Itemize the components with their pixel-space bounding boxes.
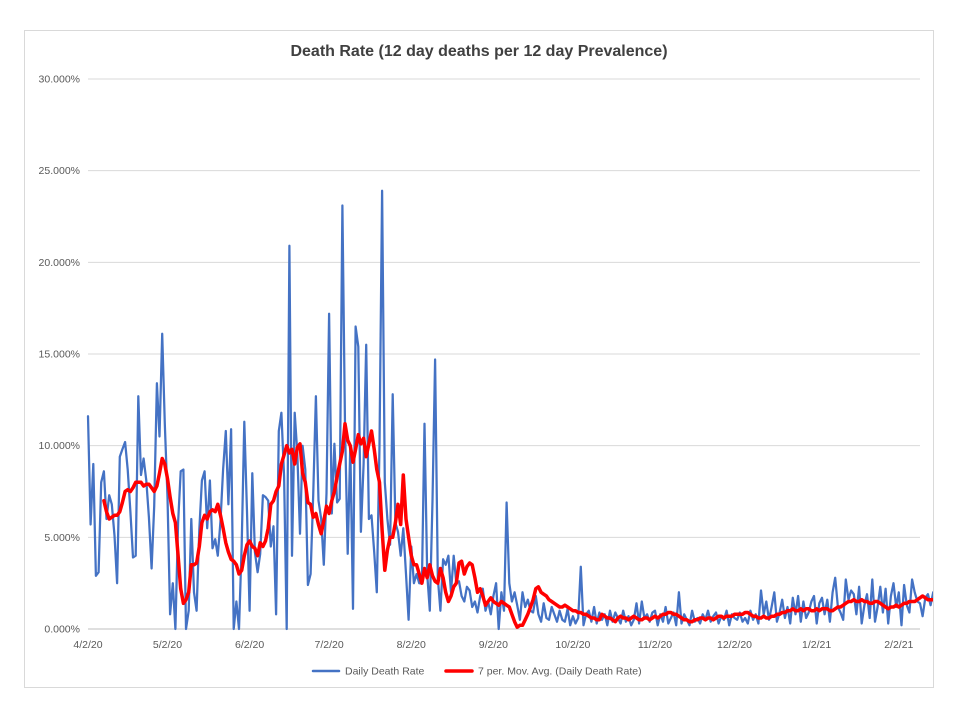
y-tick-label: 0.000%	[44, 624, 80, 636]
x-tick-label: 10/2/20	[555, 639, 590, 651]
legend: Daily Death Rate 7 per. Mov. Avg. (Daily …	[311, 666, 642, 678]
y-tick-label: 15.000%	[39, 349, 80, 361]
x-tick-label: 5/2/20	[153, 639, 182, 651]
y-tick-label: 10.000%	[39, 440, 80, 452]
x-tick-label: 12/2/20	[717, 639, 752, 651]
y-axis-tick-labels: 0.000% 5.000% 10.000% 15.000% 20.000% 25.000%…	[39, 74, 80, 636]
y-tick-label: 30.000%	[39, 74, 80, 86]
chart-svg: 0.000% 5.000% 10.000% 15.000% 20.000% 25.000%…	[39, 74, 933, 678]
x-tick-label: 6/2/20	[235, 639, 264, 651]
x-tick-label: 4/2/20	[73, 639, 102, 651]
x-axis-tick-labels: 4/2/20 5/2/20 6/2/20 7/2/20 8/2/20 9/2/20 10/2…	[73, 639, 913, 651]
plot-area	[86, 189, 933, 631]
x-tick-label: 1/2/21	[802, 639, 831, 651]
x-tick-label: 7/2/20	[315, 639, 344, 651]
chart-title: Death Rate (12 day deaths per 12 day Pre…	[290, 43, 668, 60]
x-tick-label: 11/2/20	[638, 639, 672, 651]
chart-frame: Death Rate (12 day deaths per 12 day Pre…	[24, 30, 934, 688]
legend-label: Daily Death Rate	[345, 666, 425, 678]
y-tick-label: 25.000%	[39, 165, 80, 177]
y-tick-label: 5.000%	[44, 532, 80, 544]
x-tick-label: 8/2/20	[397, 639, 426, 651]
y-tick-label: 20.000%	[39, 257, 80, 269]
x-tick-label: 9/2/20	[479, 639, 508, 651]
legend-label: 7 per. Mov. Avg. (Daily Death Rate)	[478, 666, 642, 678]
series-line-moving-average	[102, 421, 933, 629]
series-line-daily-death-rate	[86, 189, 933, 631]
grid-lines	[88, 78, 920, 630]
x-tick-label: 2/2/21	[884, 639, 913, 651]
